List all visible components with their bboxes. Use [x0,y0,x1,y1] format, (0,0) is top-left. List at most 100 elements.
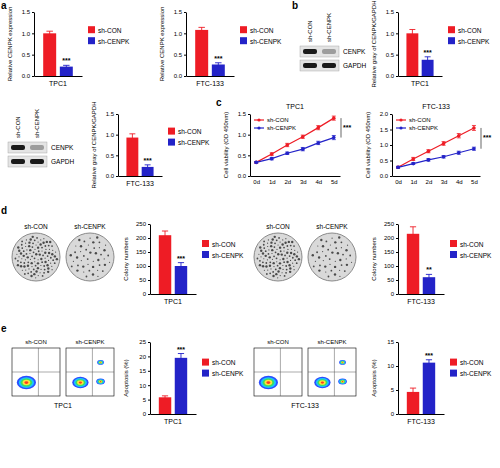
x-tick-label: 5d [331,179,338,185]
flow-density [319,380,326,385]
y-tick-label: 5 [143,397,147,403]
error-bar-cap [410,388,416,389]
y-tick-mark [148,414,150,415]
y-tick-label: 0 [391,291,395,297]
colony [71,265,73,267]
flow-plot [66,348,114,396]
legend-label: sh-CENPK [409,125,438,131]
y-tick-label: 100 [136,263,147,269]
y-tick-label: 0.0 [174,73,183,79]
y-tick-mark [184,76,186,77]
legend-marker [399,118,402,121]
y-tick-mark [396,33,398,34]
colony [283,250,284,251]
y-tick: 1.0 [386,31,398,37]
y-tick-mark [148,356,150,357]
y-tick: 0 [391,291,398,297]
colony [38,275,39,276]
legend-label: sh-CENPK [460,252,492,259]
point [301,147,305,151]
flow-density [266,381,270,384]
y-axis-title: Cell viability (OD 450nm) [223,112,229,178]
y-tick: 0 [143,411,150,417]
plot-marks [43,31,73,76]
colony [269,264,271,266]
flow-density [24,381,28,384]
y-tick: 50 [139,277,150,283]
flow-density [316,378,329,387]
error-bar [129,134,135,141]
colony [272,259,273,260]
legend-label: sh-CENPK [460,370,492,377]
colony [104,264,106,266]
error-bar-cap [426,359,432,360]
colony [51,253,53,255]
flow-density [72,377,88,388]
colony [38,250,40,252]
x-tick: 5d [471,179,478,185]
colony [339,276,340,277]
flow-density [314,377,330,388]
colony [335,247,337,249]
blot-band [322,63,336,68]
y-tick-label: 0.5 [106,153,115,159]
lane-label: sh-CON [25,339,47,345]
colony [35,270,37,272]
y-tick: 0.0 [22,73,34,79]
colony [334,241,336,243]
colony [48,245,50,247]
bar [175,358,187,414]
error-bar [285,143,289,146]
y-tick-mark [396,252,398,253]
colony [43,238,44,239]
point [270,157,274,161]
legend-swatch [448,26,455,33]
legend-swatch [448,37,455,44]
legend-swatch [450,359,457,366]
x-axis-line [151,294,197,295]
bar [407,234,419,294]
flow-density [79,381,82,383]
blot-band [30,145,44,150]
y-tick-label: 1.5 [238,111,247,117]
y-tick-mark [148,280,150,281]
colony [48,252,50,254]
y-tick: 0.5 [106,153,118,159]
lane-label: sh-CENPK [75,339,104,345]
colony [285,272,287,274]
colony [28,241,30,243]
colony [345,249,347,251]
y-tick-label: 1.0 [22,31,31,37]
x-axis: FTC-133 [119,177,163,187]
colony [279,241,280,242]
colony [80,251,81,252]
error-bar-stem [218,63,219,66]
colony [263,240,265,242]
colony [56,258,58,260]
bar [60,67,73,76]
y-tick-mark [396,414,398,415]
y-tick-mark [148,342,150,343]
colony [102,270,104,272]
error-bar-stem [413,388,414,396]
x-tick-label: 3d [300,179,307,185]
legend-marker [257,118,260,121]
y-axis-title: Relative gray of CENPK/GAPDH [371,0,377,87]
x-axis: FTC-133 [399,415,445,425]
colony [33,251,35,253]
colony [48,260,49,261]
colony [282,258,284,260]
colony [264,270,265,271]
colony [274,236,276,238]
point [472,126,476,130]
y-tick-mark [148,294,150,295]
error-bar [426,159,430,161]
y-tick-mark [184,12,186,13]
colony [330,270,332,272]
colony [99,241,101,243]
blot-band [11,145,25,150]
colony [273,255,275,257]
y-tick: 1.0 [174,31,186,37]
colony [41,261,43,263]
colony [35,265,37,267]
